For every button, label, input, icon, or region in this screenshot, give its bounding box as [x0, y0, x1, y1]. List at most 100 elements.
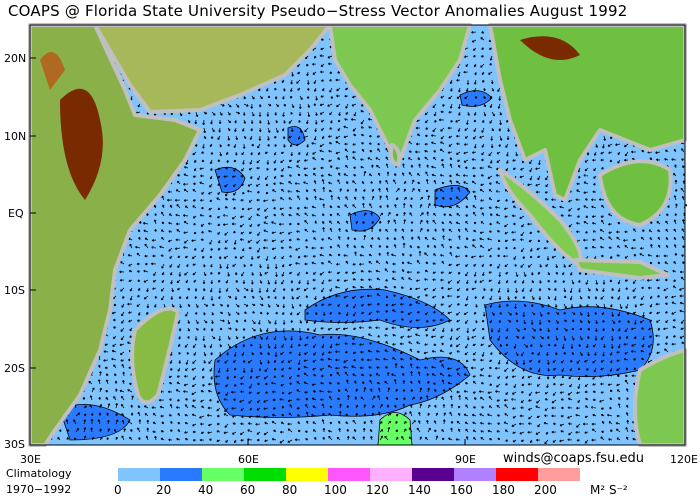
- wind-vector: [480, 63, 485, 68]
- wind-vector: [384, 435, 389, 441]
- wind-vector: [521, 375, 525, 380]
- wind-vector: [335, 294, 340, 298]
- wind-vector: [320, 95, 325, 98]
- wind-vector: [242, 159, 245, 165]
- wind-vector: [362, 427, 366, 433]
- wind-vector: [419, 396, 423, 401]
- wind-vector: [680, 276, 685, 281]
- wind-vector: [233, 159, 237, 163]
- wind-vector: [431, 365, 437, 369]
- wind-vector: [455, 173, 461, 177]
- wind-vector: [355, 404, 359, 409]
- wind-vector: [359, 343, 365, 346]
- wind-vector: [107, 403, 111, 409]
- wind-vector: [472, 174, 477, 178]
- wind-vector: [240, 390, 245, 394]
- wind-vector: [633, 254, 637, 257]
- wind-vector: [363, 404, 366, 409]
- wind-vector: [664, 295, 669, 299]
- wind-vector: [482, 295, 485, 300]
- wind-vector: [463, 390, 469, 393]
- wind-vector: [313, 79, 317, 85]
- wind-vector: [408, 427, 413, 433]
- wind-vector: [336, 87, 341, 92]
- lat-label: 10N: [4, 130, 27, 143]
- wind-vector: [352, 143, 357, 146]
- wind-vector: [352, 180, 357, 185]
- wind-vector: [544, 414, 549, 418]
- wind-vector: [319, 54, 325, 58]
- wind-vector: [610, 295, 614, 300]
- wind-vector: [192, 343, 197, 348]
- wind-vector: [496, 383, 501, 388]
- wind-vector: [466, 237, 469, 241]
- wind-vector: [144, 243, 149, 249]
- wind-vector: [345, 421, 349, 425]
- wind-vector: [419, 196, 424, 201]
- wind-vector: [430, 134, 437, 137]
- wind-vector: [489, 103, 493, 109]
- wind-vector: [600, 382, 604, 386]
- wind-vector: [519, 175, 525, 179]
- wind-vector: [249, 135, 253, 140]
- wind-vector: [378, 228, 382, 233]
- wind-vector: [169, 255, 173, 259]
- wind-vector: [439, 349, 445, 353]
- wind-vector: [177, 399, 181, 402]
- wind-vector: [602, 143, 605, 149]
- map-title: COAPS @ Florida State University Pseudo−…: [8, 2, 628, 20]
- wind-vector: [571, 311, 576, 315]
- wind-vector: [403, 421, 407, 425]
- wind-vector: [192, 189, 197, 193]
- wind-vector: [274, 135, 277, 139]
- wind-vector: [209, 398, 213, 402]
- wind-vector: [626, 419, 630, 425]
- wind-vector: [201, 159, 205, 163]
- wind-vector: [512, 159, 517, 162]
- wind-vector: [343, 173, 349, 177]
- wind-vector: [312, 157, 317, 161]
- wind-vector: [472, 343, 477, 347]
- wind-vector: [415, 358, 421, 361]
- wind-vector: [368, 134, 373, 138]
- wind-vector: [296, 295, 301, 300]
- wind-vector: [634, 335, 637, 340]
- wind-vector: [617, 295, 621, 300]
- wind-vector: [448, 143, 453, 147]
- wind-vector: [531, 327, 537, 332]
- wind-vector: [563, 335, 567, 341]
- anomaly-patches: [59, 90, 654, 441]
- wind-vector: [642, 335, 645, 341]
- wind-vector: [432, 127, 437, 133]
- wind-vector: [329, 405, 333, 409]
- wind-vector: [119, 343, 125, 347]
- wind-vector: [530, 319, 534, 325]
- wind-vector: [370, 419, 373, 425]
- wind-vector: [370, 212, 374, 217]
- wind-vector: [465, 228, 469, 233]
- wind-vector: [448, 271, 453, 275]
- wind-vector: [82, 396, 86, 401]
- wind-vector: [327, 55, 333, 59]
- wind-vector: [303, 159, 309, 162]
- wind-vector: [259, 95, 263, 100]
- wind-vector: [303, 167, 309, 170]
- wind-vector: [464, 351, 469, 356]
- wind-vector: [138, 287, 141, 291]
- wind-vector: [576, 423, 581, 428]
- wind-vector: [496, 199, 501, 202]
- wind-vector: [178, 335, 182, 340]
- wind-vector: [232, 422, 237, 425]
- wind-vector: [487, 429, 493, 433]
- wind-vector: [168, 438, 173, 442]
- wind-vector: [608, 421, 613, 425]
- wind-vector: [311, 413, 317, 417]
- wind-vector: [673, 228, 677, 233]
- wind-vector: [225, 439, 229, 443]
- wind-vector: [305, 238, 309, 242]
- wind-vector: [314, 127, 318, 133]
- wind-vector: [98, 364, 101, 369]
- wind-vector: [203, 111, 207, 115]
- wind-vector: [98, 412, 102, 416]
- wind-vector: [321, 335, 325, 339]
